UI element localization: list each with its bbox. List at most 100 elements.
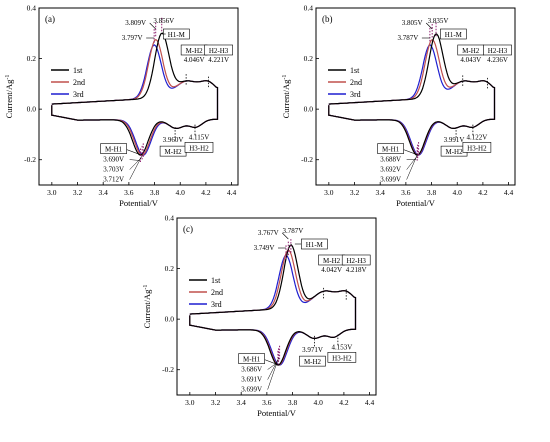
peak-value-label: 3.691V [241,376,262,384]
cv-curve-1st [51,32,219,156]
peak-value-label: 3.749V [254,244,275,252]
legend-label: 3rd [350,90,361,99]
y-axis-label-text: Current/Ag [281,79,291,118]
phase-box [341,254,371,266]
x-tick-label: 3.2 [73,188,83,197]
x-tick-label: 3.2 [350,188,360,197]
x-tick-label: 3.6 [401,188,411,197]
annotation-arrow [126,149,141,155]
y-tick-label: 0.2 [27,54,37,63]
peak-value-label: 4.221V [208,56,229,64]
phase-box [462,142,492,153]
phase-box-label: M-H2 [446,148,464,156]
legend-label: 3rd [211,300,222,309]
annotation-arrow [129,155,143,180]
annotation-arrow [267,357,279,390]
phase-box-label: M-H1 [382,146,400,154]
x-axis-label: Potential/V [119,198,159,208]
peak-value-label: 3.960V [163,136,184,144]
x-tick-label: 3.4 [237,398,247,407]
peak-value-label: 3.835V [428,17,449,25]
cv-curve-1st [328,33,496,156]
y-tick-label: 0.4 [165,214,175,223]
legend-label: 3rd [73,90,84,99]
y-tick-label: 0.4 [304,4,314,13]
y-axis-label: Current/Ag-1 [4,75,14,119]
x-axis-label: Potential/V [257,408,297,418]
peak-value-label: 3.797V [122,34,143,42]
phase-box-label: M-H1 [243,356,261,364]
phase-box [483,44,512,56]
x-tick-label: 3.0 [47,188,57,197]
peak-value-label: 3.690V [103,156,124,164]
peak-value-label: 4.218V [346,266,367,274]
phase-box-label: M-H2 [323,257,341,265]
peak-value-label: 3.699V [380,176,401,184]
y-tick-label: -0.2 [301,155,313,164]
x-tick-label: 3.8 [427,188,437,197]
x-tick-label: 3.0 [324,188,334,197]
cv-curve-1st [189,244,357,366]
x-tick-label: 4.0 [314,398,324,407]
phase-box-label: M-H2 [186,47,204,55]
y-tick-label: -0.2 [24,155,36,164]
axes-frame [38,7,239,186]
phase-box-label: H1-M [168,31,186,39]
annotation-arrow [406,156,417,170]
annotation-arrow [267,360,278,380]
legend-label: 2nd [350,78,362,87]
phase-box-label: H3-H2 [332,354,352,362]
peak-value-label: 3.712V [103,176,124,184]
panel-c: 3.0 3.2 3.4 3.6 3.8 4.0 4.2 4.4 -0.2 0.0 0.2 0.4 Pot… [142,214,377,418]
y-axis-label: Current/Ag-1 [142,285,152,329]
legend-label: 1st [211,276,221,285]
y-axis-label-sup: -1 [5,75,11,80]
x-tick-label: 4.4 [365,398,375,407]
peak-value-label: 4.153V [331,343,352,351]
peak-value-label: 4.042V [321,266,342,274]
legend-label: 1st [350,66,360,75]
x-tick-label: 3.2 [211,398,221,407]
phase-box [238,353,265,364]
axes-frame [315,7,516,186]
y-tick-label: 0.4 [27,4,37,13]
x-tick-label: 3.8 [150,188,160,197]
x-tick-label: 3.6 [262,398,272,407]
peak-value-label: 3.991V [444,136,465,144]
phase-box-label: M-H2 [462,47,480,55]
y-axis-label-sup: -1 [282,75,288,80]
x-tick-label: 3.6 [124,188,134,197]
phase-box [100,143,127,154]
peak-value-label: 3.686V [241,366,262,374]
phase-box [184,142,214,153]
peak-value-label: 3.703V [103,166,124,174]
y-tick-label: 0.0 [27,105,37,114]
x-tick-label: 4.0 [176,188,186,197]
peak-value-label: 4.043V [460,56,481,64]
legend-label: 1st [73,66,83,75]
panel-b: 3.0 3.2 3.4 3.6 3.8 4.0 4.2 4.4 -0.2 0.0 0.2 0.4 Pot… [281,4,516,208]
phase-box-label: M-H2 [165,148,183,156]
x-tick-label: 3.4 [376,188,386,197]
x-tick-label: 3.8 [288,398,298,407]
y-axis-label-text: Current/Ag [4,79,14,118]
y-axis-label-sup: -1 [143,285,149,290]
x-tick-label: 4.2 [339,398,349,407]
panel-label: (c) [183,224,193,234]
x-tick-label: 3.4 [99,188,109,197]
phase-box-label: H2-H3 [488,47,508,55]
phase-box-label: H2-H3 [346,257,366,265]
peak-value-label: 3.809V [125,19,146,27]
phase-box-label: H1-M [306,241,324,249]
x-tick-label: 4.0 [453,188,463,197]
x-axis-label: Potential/V [396,198,436,208]
phase-box [327,352,357,363]
x-tick-label: 4.2 [478,188,488,197]
x-tick-label: 4.4 [504,188,514,197]
phase-box [377,143,404,154]
legend-label: 2nd [73,78,85,87]
phase-box-label: H2-H3 [209,47,229,55]
x-tick-label: 4.2 [201,188,211,197]
y-tick-label: 0.0 [165,315,175,324]
